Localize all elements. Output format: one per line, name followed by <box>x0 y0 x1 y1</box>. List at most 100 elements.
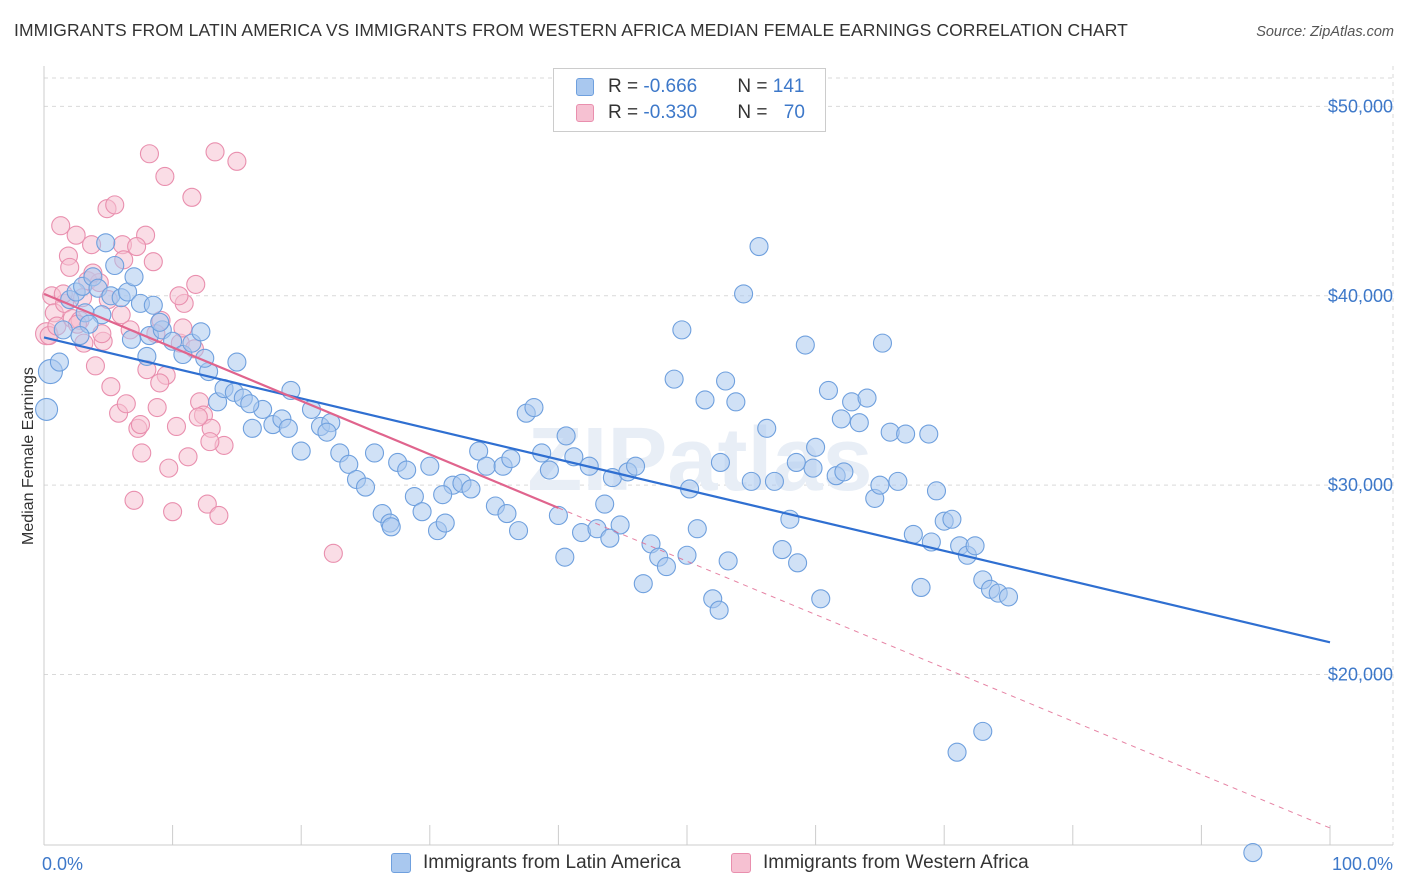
trend-lines <box>43 292 1331 829</box>
point-latin-america <box>687 519 707 539</box>
point-latin-america <box>70 326 90 346</box>
point-latin-america <box>469 441 489 461</box>
point-latin-america <box>818 380 839 401</box>
point-latin-america <box>433 485 453 505</box>
point-latin-america <box>240 394 260 414</box>
legend-swatch-blue <box>576 78 594 96</box>
point-western-africa <box>173 318 193 338</box>
point-latin-america <box>903 524 923 544</box>
y-axis-label: Median Female Earnings <box>20 367 37 545</box>
series-swatch-blue <box>391 853 411 873</box>
point-latin-america <box>381 517 401 537</box>
point-latin-america <box>741 471 761 491</box>
axes <box>43 66 1393 846</box>
point-latin-america <box>476 456 496 476</box>
legend-r-label: R = <box>608 76 644 97</box>
y-tick-label: $40,000 <box>1328 286 1393 306</box>
point-western-africa <box>155 166 175 187</box>
point-western-africa <box>209 505 229 526</box>
point-latin-america <box>291 441 311 461</box>
legend: R = -0.666 N = 141 R = -0.330 N = 70 <box>553 68 826 132</box>
point-latin-america <box>105 255 125 276</box>
point-western-africa <box>60 257 80 277</box>
point-latin-america <box>973 721 993 741</box>
series-legend-western-africa[interactable]: Immigrants from Western Africa <box>731 852 1029 874</box>
y-tick-label: $30,000 <box>1328 475 1393 495</box>
point-latin-america <box>664 369 684 389</box>
point-latin-america <box>919 424 939 444</box>
y-tick-label: $50,000 <box>1328 96 1393 116</box>
x-tick-label: 0.0% <box>42 854 83 874</box>
point-latin-america <box>849 413 869 433</box>
point-western-africa <box>150 373 170 393</box>
point-western-africa <box>197 494 217 514</box>
series-swatch-pink <box>731 853 751 873</box>
point-western-africa <box>159 458 179 478</box>
legend-row-latin-america: R = -0.666 N = 141 <box>576 75 804 99</box>
point-latin-america <box>695 390 715 410</box>
point-western-africa <box>105 195 125 215</box>
point-latin-america <box>412 502 432 522</box>
series-name: Immigrants from Latin America <box>423 852 681 873</box>
point-latin-america <box>501 449 521 469</box>
point-latin-america <box>242 418 262 438</box>
point-western-africa <box>139 144 160 164</box>
point-western-africa <box>166 416 187 437</box>
point-latin-america <box>764 471 784 491</box>
point-latin-america <box>461 479 481 499</box>
point-latin-america <box>600 528 620 548</box>
point-western-africa <box>127 237 147 257</box>
point-latin-america <box>339 454 359 474</box>
point-latin-america <box>364 443 385 463</box>
point-western-africa <box>116 394 136 414</box>
source-label: Source: ZipAtlas.com <box>1256 24 1394 40</box>
point-latin-america <box>49 352 69 372</box>
point-western-africa <box>147 397 167 418</box>
point-western-africa <box>66 225 86 245</box>
point-latin-america <box>786 452 806 472</box>
y-tick-label: $20,000 <box>1328 665 1393 685</box>
point-latin-america <box>942 509 962 529</box>
point-latin-america <box>404 486 424 507</box>
point-western-africa <box>101 377 121 397</box>
point-latin-america <box>227 352 247 372</box>
point-latin-america <box>806 437 826 457</box>
point-latin-america <box>626 456 646 476</box>
point-latin-america <box>317 422 337 442</box>
point-latin-america <box>872 333 893 353</box>
point-western-africa <box>186 274 206 294</box>
point-latin-america <box>191 322 211 342</box>
trend-line-latin-america <box>43 336 1331 644</box>
point-latin-america <box>595 494 615 514</box>
point-latin-america <box>857 388 877 408</box>
points <box>35 142 1263 863</box>
point-latin-america <box>677 545 697 565</box>
point-western-africa <box>124 490 144 510</box>
legend-n-label: N = <box>737 76 773 97</box>
chart-title: IMMIGRANTS FROM LATIN AMERICA VS IMMIGRA… <box>14 20 1128 40</box>
point-latin-america <box>35 397 59 421</box>
trend-line-western-africa-extrapolated <box>558 507 1331 829</box>
point-latin-america <box>947 742 967 762</box>
point-western-africa <box>85 356 105 376</box>
point-western-africa <box>169 286 189 306</box>
point-latin-america <box>420 456 440 476</box>
point-latin-america <box>53 320 73 340</box>
point-western-africa <box>200 432 220 452</box>
series-name: Immigrants from Western Africa <box>763 852 1029 873</box>
point-latin-america <box>672 320 692 340</box>
point-western-africa <box>130 415 150 435</box>
point-latin-america <box>656 557 676 577</box>
point-latin-america <box>556 426 576 446</box>
point-western-africa <box>92 324 112 344</box>
point-latin-america <box>278 418 298 438</box>
point-latin-america <box>709 600 729 620</box>
point-latin-america <box>795 335 815 355</box>
point-latin-america <box>548 505 568 526</box>
legend-n-value: 70 <box>783 102 805 123</box>
point-latin-america <box>555 547 575 567</box>
point-latin-america <box>870 475 890 495</box>
point-latin-america <box>998 587 1019 607</box>
series-legend-latin-america[interactable]: Immigrants from Latin America <box>391 852 681 874</box>
